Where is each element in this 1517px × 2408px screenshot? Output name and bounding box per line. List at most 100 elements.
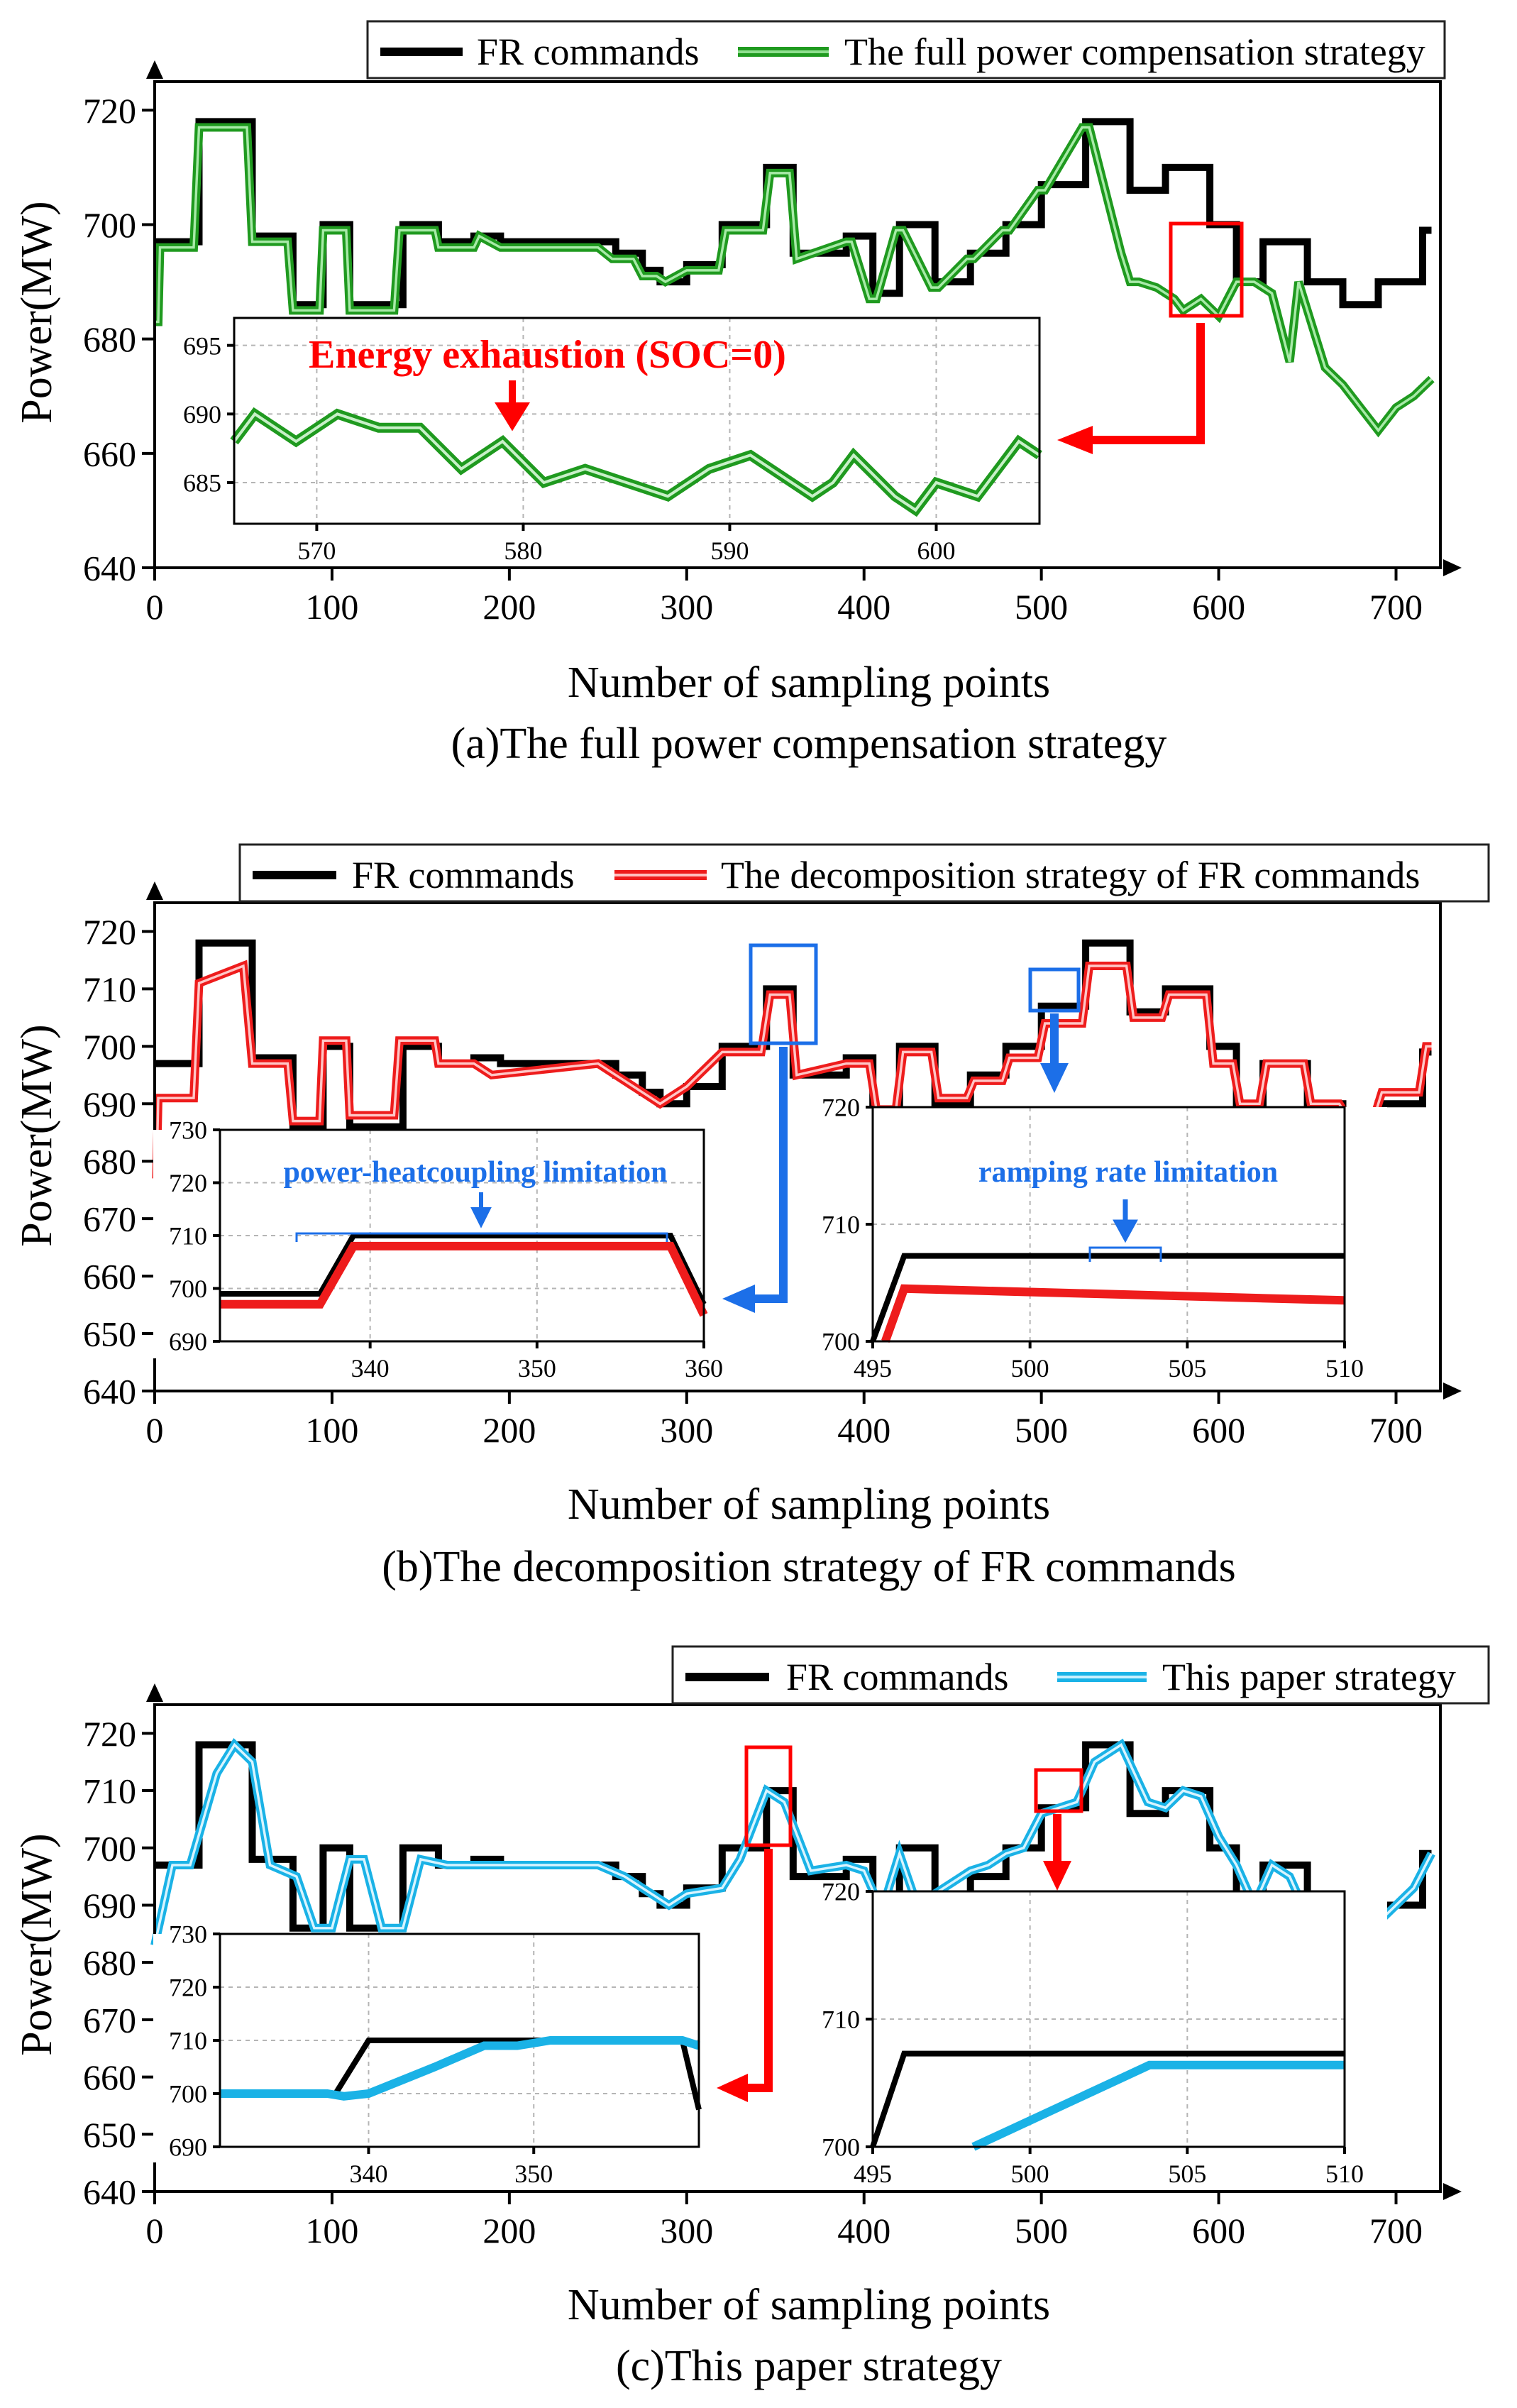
panel-c-y-tick-label-1: 650 [83,2115,136,2155]
panel-b-inset-2-annotation: ramping rate limitation [978,1156,1278,1189]
panel-c-y-tick-label-8: 720 [83,1714,136,1754]
panel-c-inset-2-grid [873,1891,1345,2147]
panel-a-inset-series [230,407,1042,517]
panel-b-x-tick-label-2: 200 [482,1410,536,1450]
panel-c-inset-1-x-tick-label-1: 350 [514,2160,553,2188]
panel-b-x-tick-label-7: 700 [1369,1410,1423,1450]
panel-a-inset-x-tick-label-3: 600 [917,537,955,565]
panel-c-x-tick-label-0: 0 [146,2211,164,2250]
panel-c-inset-1-x-tick-label-0: 340 [349,2160,387,2188]
panel-b-inset-1-x-ticks: 340 350 360 [351,1341,723,1382]
panel-a-caption: (a)The full power compensation strategy [451,720,1167,768]
panel-b-inset-2: 495 500 505 510 700 710 720 [805,1094,1387,1382]
panel-b-inset-1-series [220,1233,708,1317]
panel-a-y-tick-label-0: 640 [83,549,136,588]
panel-a-callout-arrow [1093,323,1205,444]
panel-b-x-tick-label-1: 100 [305,1410,358,1450]
panel-c-x-tick-label-1: 100 [305,2211,358,2250]
panel-b-y-tick-label-7: 710 [83,969,136,1009]
panel-b-y-tick-label-1: 650 [83,1314,136,1354]
panel-b-inset-2-y-tick-label-2: 720 [822,1094,860,1122]
panel-c-x-tick-label-5: 500 [1015,2211,1068,2250]
panel-a-y-tick-label-1: 660 [83,434,136,473]
panel-a-legend-label-fr: FR commands [477,31,700,73]
panel-b-inset-1-y-ticks: 690 700 710 720 730 [169,1116,220,1356]
panel-c-inset-2-x-tick-label-0: 495 [854,2160,892,2188]
panel-b-inset-1-series-strategy [220,1241,708,1317]
panel-c-x-tick-label-7: 700 [1369,2211,1423,2250]
panel-a-y-axis-label: Power(MW) [13,201,61,423]
panel-b-inset-2-x-tick-label-1: 500 [1011,1354,1049,1382]
panel-b-inset-2-y-ticks: 700 710 720 [822,1094,873,1356]
panel-a-x-tick-label-5: 500 [1015,587,1068,627]
panel-b-inset-1-bracket [295,1232,668,1242]
panel-b-inset-1-y-tick-label-0: 690 [169,1328,207,1356]
panel-b-inset-1-x-tick-label-2: 360 [685,1354,723,1382]
panel-c-callout-arrowhead-2 [1043,1861,1071,1891]
panel-a-inset-x-tick-label-1: 580 [504,537,542,565]
chart-panel-b: 0 100 200 300 400 500 600 700 640 650 660 670 680 69… [13,843,1490,1591]
panel-a-inset-y-ticks: 685 690 695 [183,331,234,497]
chart-panel-a: 0 100 200 300 400 500 600 700 640 660 680 700 720 N… [13,20,1462,768]
panel-c-inset-1-bg [153,1934,708,2162]
panel-c-inset-2-series [870,2050,1345,2151]
panel-b-x-tick-label-4: 400 [837,1410,890,1450]
panel-b-inset-1-y-tick-label-1: 700 [169,1275,207,1303]
panel-a-inset-x-tick-label-0: 570 [297,537,336,565]
panel-a-inset-frame [233,317,1041,525]
panel-c-highlight-box-1 [744,1745,793,1847]
panel-c-x-tick-label-2: 200 [482,2211,536,2250]
chart-panel-c: 0 100 200 300 400 500 600 700 640 650 660 670 680 69… [13,1645,1490,2390]
panel-a-x-tick-label-6: 600 [1192,587,1245,627]
panel-b-x-axis-label: Number of sampling points [568,1480,1050,1529]
panel-b-y-tick-label-8: 720 [83,912,136,952]
panel-c-x-axis-arrow [1443,2183,1462,2200]
panel-c-inset-2-series-strategy [971,2060,1345,2151]
panel-a-annotation-down-arrow [495,380,530,431]
panel-c-inset-1-y-tick-label-3: 720 [169,1974,207,2002]
panel-b-inset-2-y-tick-label-0: 700 [822,1328,860,1356]
panel-c-inset-1-y-tick-label-2: 710 [169,2027,207,2055]
panel-b-legend-box [238,843,1490,903]
panel-a-series [154,118,1435,438]
panel-a-series-strategy-highlight [155,126,1433,433]
panel-c-y-tick-label-2: 660 [83,2057,136,2097]
panel-b-y-tick-label-5: 690 [83,1084,136,1124]
panel-a-y-tick-label-2: 680 [83,319,136,359]
panel-a-inset-y-tick-label-0: 685 [183,469,221,497]
panel-b-inset-1-annotation: power-heatcoupling limitation [284,1156,668,1189]
panel-c-inset-2-x-ticks: 495 500 505 510 [854,2147,1364,2188]
panel-c-caption: (c)This paper strategy [616,2342,1002,2390]
panel-b-y-tick-label-4: 680 [83,1142,136,1182]
panel-a-x-ticks: 0 100 200 300 400 500 600 700 [146,568,1423,627]
panel-c-inset-2: 495 500 505 510 700 710 720 [805,1878,1387,2188]
panel-b-inset-1-down-arrow [470,1192,492,1228]
panel-a-callout-arrowhead [1057,426,1093,454]
panel-a-y-tick-label-3: 700 [83,205,136,245]
panel-a-inset-y-tick-label-1: 690 [183,400,221,429]
panel-b-inset-2-y-tick-label-1: 710 [822,1211,860,1239]
panel-b-y-tick-label-6: 700 [83,1027,136,1067]
panel-b-inset-2-bg [805,1107,1387,1357]
panel-c-y-axis-label: Power(MW) [13,1833,61,2055]
panel-b-caption: (b)The decomposition strategy of FR comm… [382,1543,1236,1591]
panel-c-highlight-box-2 [1034,1768,1083,1813]
panel-c-inset-2-x-tick-label-1: 500 [1011,2160,1049,2188]
panel-c-inset-1-series-strategy [220,2036,700,2101]
panel-b-inset-2-x-ticks: 495 500 505 510 [854,1341,1364,1382]
panel-b-highlight-box-2 [1028,967,1081,1013]
panel-c-inset-2-x-tick-label-2: 505 [1168,2160,1206,2188]
panel-c-x-tick-label-4: 400 [837,2211,890,2250]
panel-c-y-tick-label-6: 700 [83,1828,136,1868]
panel-b-inset-2-grid [873,1107,1345,1341]
panel-b-y-tick-label-3: 670 [83,1199,136,1239]
panel-b-y-tick-label-2: 660 [83,1257,136,1297]
panel-b-inset-2-bracket [1088,1246,1162,1262]
panel-a-frame [153,80,1442,569]
panel-c-y-axis-arrow [146,1683,163,1702]
panel-c-inset-2-series-fr [870,2050,1345,2148]
panel-b-callout-arrowhead-2 [1040,1063,1069,1093]
panel-a-legend-box [366,20,1446,79]
panel-a-y-tick-label-4: 720 [83,91,136,131]
